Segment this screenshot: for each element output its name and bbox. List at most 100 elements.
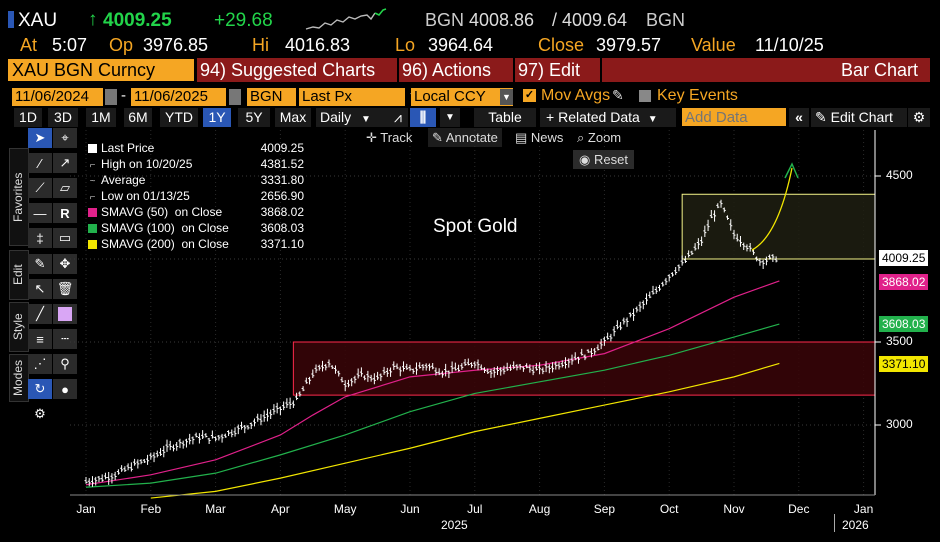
price-bar <box>142 458 146 463</box>
news-control[interactable]: ▤ News <box>515 128 563 147</box>
horizontal-line-tool-icon[interactable]: — <box>28 203 52 223</box>
edit-menu[interactable]: 97) Edit ▼ <box>515 58 600 103</box>
price-bar <box>755 256 759 262</box>
zoom-control[interactable]: ⌕ Zoom <box>577 128 621 147</box>
bar-chart-icon[interactable]: ⫼ <box>410 108 436 127</box>
cycle-mode-icon[interactable]: ↻ <box>28 379 52 399</box>
color-mode-icon[interactable]: ● <box>53 379 77 399</box>
table-button[interactable]: Table <box>474 108 536 127</box>
pricing-source-field[interactable]: BGN <box>247 88 296 106</box>
range-button-1d[interactable]: 1D <box>14 108 42 127</box>
chart-annotation[interactable]: Spot Gold <box>433 216 518 237</box>
related-data-menu[interactable]: + Related Data ▼ <box>540 108 676 127</box>
price-bar <box>418 362 422 369</box>
related-data-label: Related Data <box>558 109 640 125</box>
collapse-icon[interactable]: « <box>789 108 809 127</box>
line-color-icon[interactable]: ╱ <box>28 304 52 324</box>
value-date: 11/10/25 <box>755 35 824 55</box>
price-bar <box>761 259 765 269</box>
fibonacci-tool-icon[interactable]: ‡ <box>28 228 52 248</box>
end-date-field[interactable]: 11/06/2025 <box>131 88 226 106</box>
price-bar <box>703 225 707 237</box>
price-bar <box>466 358 470 366</box>
series-line-smavg-100- <box>85 323 780 488</box>
annotate-pen-icon: ✎ <box>432 130 443 145</box>
key-events-checkbox[interactable] <box>639 90 651 102</box>
start-calendar-icon[interactable] <box>105 89 117 105</box>
key-events-label[interactable]: Key Events <box>657 87 738 104</box>
chart-type-bar: Bar Chart <box>602 58 930 82</box>
chart-style-dropdown-icon[interactable]: ▼ <box>440 108 460 127</box>
price-bar <box>554 361 558 370</box>
range-button-6m[interactable]: 6M <box>124 108 152 127</box>
edit-chart-button[interactable]: ✎ Edit Chart <box>811 108 907 127</box>
reset-icon: ◉ <box>579 152 591 167</box>
price-bar <box>512 361 516 370</box>
gear-icon[interactable]: ⚙ <box>28 404 52 424</box>
price-bar <box>586 349 590 353</box>
channel-tool-icon[interactable]: ▱ <box>53 178 77 198</box>
currency-field[interactable]: Local CCY <box>411 88 513 106</box>
select-pointer-icon[interactable]: ↖ <box>28 279 52 299</box>
end-calendar-icon[interactable] <box>229 89 241 105</box>
price-bar <box>262 410 266 422</box>
close-label: Close <box>538 35 585 55</box>
range-button-3d[interactable]: 3D <box>48 108 78 127</box>
pencil-icon: ✎ <box>815 109 827 125</box>
annotate-control[interactable]: ✎ Annotate <box>428 128 502 147</box>
price-bar <box>201 430 205 439</box>
actions-menu[interactable]: 96) Actions ▼ <box>399 58 513 103</box>
legend-row: SMAVG (100) on Close 3608.03 <box>84 220 310 236</box>
mov-avgs-checkbox[interactable]: ✓ <box>523 89 536 102</box>
security-field[interactable]: XAU BGN Curncy <box>8 59 194 81</box>
price-bar <box>599 338 603 350</box>
trend-line-tool-icon[interactable]: ⁄ <box>28 153 52 173</box>
fill-color-icon[interactable] <box>53 304 77 324</box>
start-date-field[interactable]: 11/06/2024 <box>12 88 103 106</box>
range-button-5y[interactable]: 5Y <box>238 108 270 127</box>
price-bar <box>742 242 746 251</box>
period-select[interactable]: Daily ▼ <box>316 108 394 127</box>
ray-line-tool-icon[interactable]: ↗ <box>53 153 77 173</box>
price-bar <box>398 366 402 377</box>
line-chart-icon[interactable]: ⩘ <box>388 108 408 127</box>
range-button-1y[interactable]: 1Y <box>203 108 231 127</box>
rectangle-tool-icon[interactable]: ▭ <box>53 228 77 248</box>
price-bar <box>473 361 477 369</box>
add-data-input[interactable] <box>682 108 786 126</box>
price-bar <box>606 332 610 340</box>
line-width-icon[interactable]: ≡ <box>28 329 52 349</box>
ticker[interactable]: XAU <box>18 10 58 31</box>
price-bar <box>107 472 111 485</box>
retracement-tool-icon[interactable]: R <box>53 203 77 223</box>
price-field[interactable]: Last Px <box>299 88 405 106</box>
pencil-icon[interactable]: ✎ <box>612 87 624 103</box>
dashed-line-icon[interactable]: ⋰ <box>28 354 52 374</box>
suggested-charts-menu[interactable]: 94) Suggested Charts ▼ <box>197 58 397 103</box>
ticker-marker-icon <box>8 11 14 28</box>
legend-swatch-icon <box>88 208 97 218</box>
legend-label: Last Price <box>101 141 155 155</box>
pointer-tool-icon[interactable]: ➤ <box>28 128 52 148</box>
price-bar <box>447 370 451 379</box>
trash-icon[interactable]: 🗑 <box>53 279 77 299</box>
currency-dropdown-icon[interactable]: ▼ <box>500 89 513 105</box>
pin-tool-icon[interactable]: ⚲ <box>53 354 77 374</box>
crosshair-tool-icon[interactable]: ⌖ <box>53 128 77 148</box>
brush-tool-icon[interactable]: ✎ <box>28 254 52 274</box>
reset-control[interactable]: ◉ Reset <box>573 150 634 169</box>
price-bar <box>191 436 195 445</box>
range-button-1m[interactable]: 1M <box>86 108 116 127</box>
price-bar <box>641 300 645 310</box>
settings-gear-icon[interactable]: ⚙ <box>908 108 930 127</box>
track-control[interactable]: ✛ Track <box>366 128 412 147</box>
mov-avgs-label[interactable]: Mov Avgs <box>541 87 611 104</box>
year-label-2026: 2026 <box>842 518 869 532</box>
x-tick-label: Oct <box>659 502 679 516</box>
extended-line-tool-icon[interactable]: ⟋ <box>28 178 52 198</box>
line-style-icon[interactable]: ┄ <box>53 329 77 349</box>
price-bar <box>625 317 629 327</box>
range-button-max[interactable]: Max <box>275 108 311 127</box>
range-button-ytd[interactable]: YTD <box>160 108 198 127</box>
